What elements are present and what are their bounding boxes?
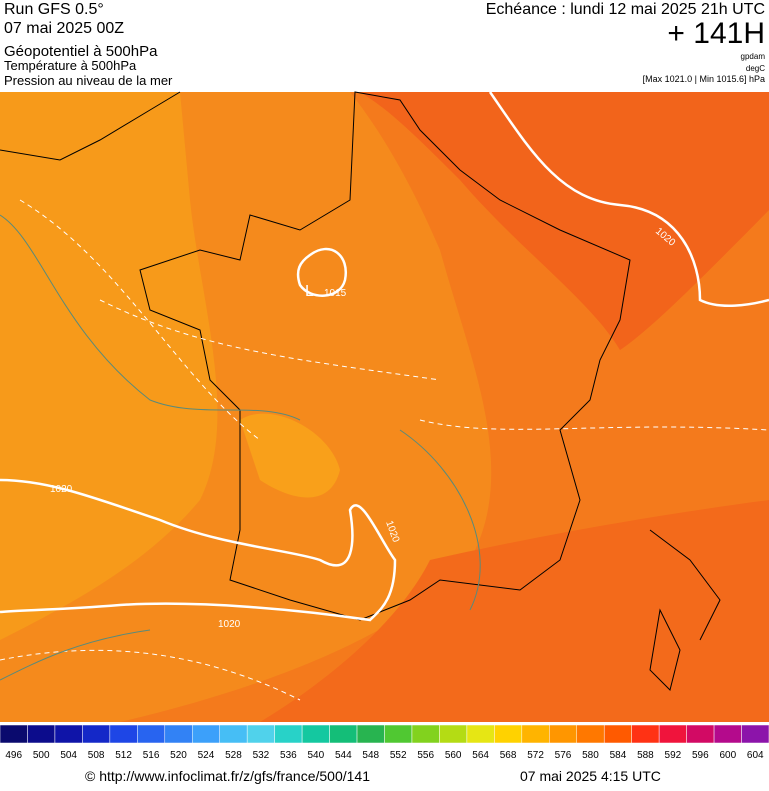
scale-label: 548 xyxy=(362,750,379,761)
color-swatch xyxy=(439,724,468,744)
scale-label: 516 xyxy=(143,750,160,761)
field: Pression au niveau de la mer xyxy=(4,73,173,88)
color-swatch xyxy=(603,724,632,744)
color-swatch xyxy=(356,724,385,744)
scale-label: 584 xyxy=(610,750,627,761)
color-swatch xyxy=(686,724,715,744)
color-swatch xyxy=(192,724,220,744)
map: 1020 1015 1020 1020 1020 L xyxy=(0,91,769,722)
isotherm xyxy=(0,199,769,701)
isotherm xyxy=(0,214,481,681)
run-date: 07 mai 2025 00Z xyxy=(4,20,124,37)
scale-label: 512 xyxy=(115,750,132,761)
scale-label: 552 xyxy=(390,750,407,761)
timestamp: 07 mai 2025 4:15 UTC xyxy=(520,768,661,784)
color-swatch xyxy=(54,724,83,744)
scale-label: 604 xyxy=(747,750,764,761)
scale-label: 568 xyxy=(500,750,517,761)
color-swatch xyxy=(109,724,138,744)
color-swatch xyxy=(301,724,330,744)
unit: gpdam xyxy=(741,52,766,61)
color-swatch xyxy=(713,724,742,744)
color-swatch xyxy=(521,724,550,744)
color-swatch xyxy=(219,724,248,744)
field: Température à 500hPa xyxy=(4,58,137,73)
scale-label: 588 xyxy=(637,750,654,761)
field-zone xyxy=(360,92,769,350)
scale-label: 520 xyxy=(170,750,187,761)
color-swatch xyxy=(82,724,111,744)
color-swatch xyxy=(411,724,440,744)
field-zone xyxy=(260,500,769,722)
color-swatch xyxy=(494,724,523,744)
color-swatch xyxy=(576,724,605,744)
color-swatch xyxy=(274,724,303,744)
scale-label: 536 xyxy=(280,750,297,761)
color-swatch xyxy=(549,724,577,744)
isobar xyxy=(488,91,769,308)
color-swatch xyxy=(246,724,275,744)
color-swatch xyxy=(137,724,166,744)
scale-label: 564 xyxy=(472,750,489,761)
color-swatch xyxy=(466,724,495,744)
colorbar: 496 500 504 508 512 516 520 524 528 532 536 540 544 5… xyxy=(0,724,769,761)
source-url: © http://www.infoclimat.fr/z/gfs/france/… xyxy=(85,768,370,784)
scale-label: 560 xyxy=(445,750,462,761)
color-swatch xyxy=(0,724,28,744)
color-swatch xyxy=(164,724,193,744)
scale-label: 596 xyxy=(692,750,709,761)
run: Run GFS 0.5° xyxy=(4,1,104,18)
scale-label: 556 xyxy=(417,750,434,761)
color-swatch xyxy=(741,724,769,744)
scale-label: 524 xyxy=(198,750,215,761)
isobar-label: 1020 xyxy=(50,484,73,495)
scale-label: 572 xyxy=(527,750,544,761)
echeance: Echéance : lundi 12 mai 2025 21h UTC xyxy=(486,1,765,18)
scale-label: 580 xyxy=(582,750,599,761)
scale-label: 600 xyxy=(719,750,736,761)
color-swatch xyxy=(329,724,358,744)
lead-time: + 141H xyxy=(667,17,765,50)
coastline xyxy=(0,91,721,691)
unit: degC xyxy=(746,64,765,73)
scale-label: 576 xyxy=(555,750,572,761)
isobar-label: 1020 xyxy=(218,619,241,630)
low-marker: L xyxy=(305,283,314,300)
scale-label: 500 xyxy=(33,750,50,761)
color-swatch xyxy=(658,724,687,744)
scale-label: 508 xyxy=(88,750,105,761)
scale-label: 540 xyxy=(307,750,324,761)
scale-label: 496 xyxy=(5,750,22,761)
isobar xyxy=(296,247,348,297)
isobar xyxy=(0,478,397,622)
field: Géopotentiel à 500hPa xyxy=(4,43,158,60)
scale-label: 504 xyxy=(60,750,77,761)
color-swatch xyxy=(384,724,413,744)
color-swatch xyxy=(631,724,660,744)
coastline xyxy=(139,91,631,621)
scale-label: 592 xyxy=(665,750,682,761)
field-zone xyxy=(240,413,340,498)
scale-label: 532 xyxy=(253,750,270,761)
color-swatch xyxy=(27,724,56,744)
pressure-range: [Max 1021.0 | Min 1015.6] hPa xyxy=(643,74,765,84)
scale-label: 544 xyxy=(335,750,352,761)
scale-label: 528 xyxy=(225,750,242,761)
isobar-label: 1015 xyxy=(324,288,347,299)
